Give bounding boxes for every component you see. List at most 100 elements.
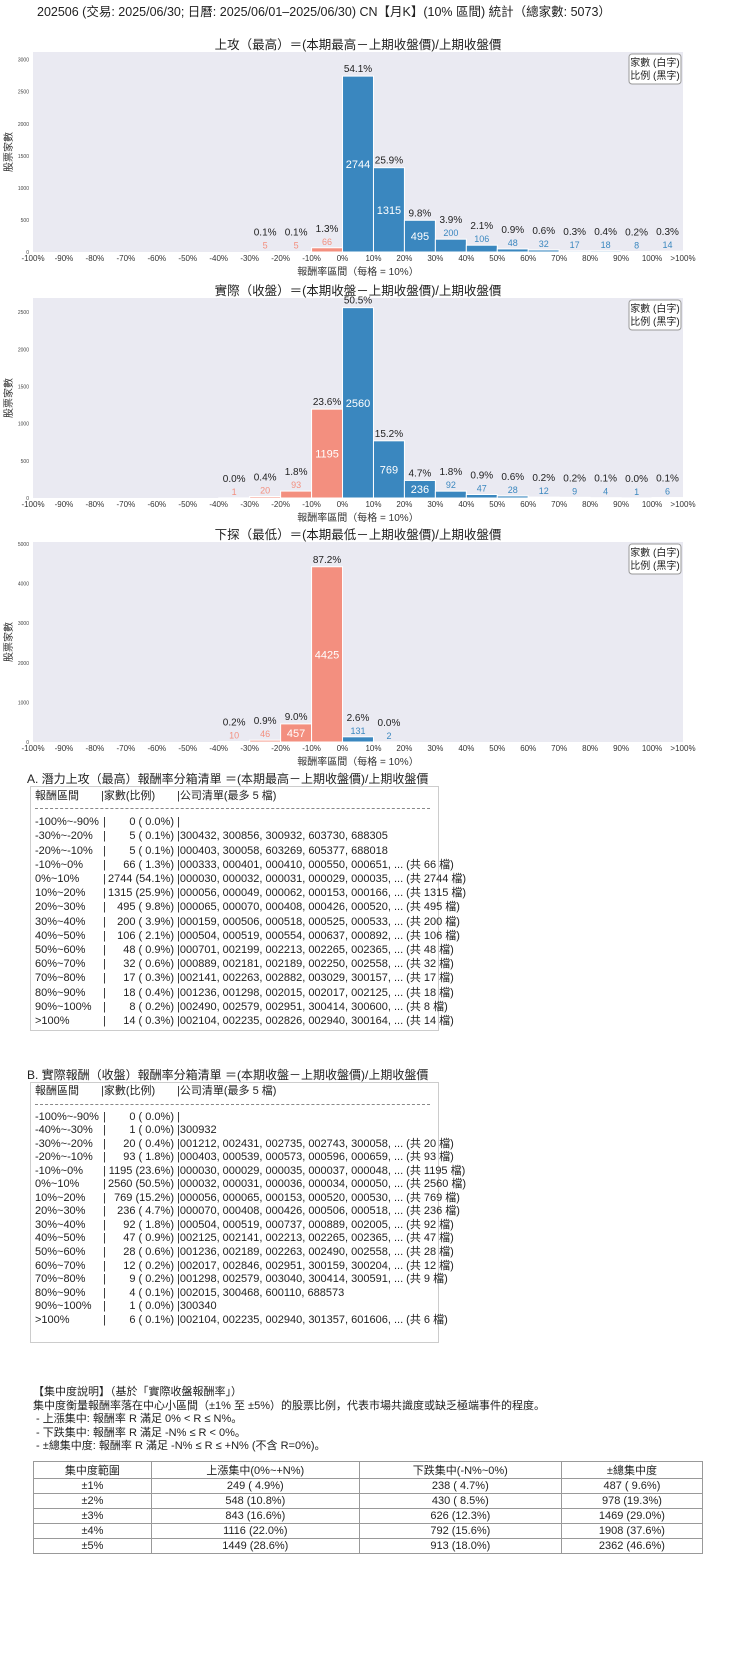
x-tick-label: 50% xyxy=(489,254,505,263)
bar-pct-label: 25.9% xyxy=(375,156,403,167)
header-cell: 上漲集中(0%~+N%) xyxy=(150,1461,360,1479)
x-tick-label: 0% xyxy=(337,744,349,753)
companies: 000701, 002199, 002213, 002265, 002365, … xyxy=(177,943,454,957)
table-cell: 792 (15.6%) xyxy=(358,1523,562,1539)
notes-line: - ±總集中度: 報酬率 R 滿足 -N% ≤ R ≤ +N% (不含 R=0%… xyxy=(33,1440,326,1452)
range: -30%~-20% xyxy=(35,1137,93,1150)
table-row: 80%~90% 18 ( 0.4%)001236, 001298, 002015,… xyxy=(35,986,454,1000)
bar xyxy=(620,250,653,253)
y-tick-label: 1000 xyxy=(18,700,29,706)
bar-count-label: 4425 xyxy=(315,649,339,661)
x-tick-label: 0% xyxy=(337,254,349,263)
bar-count-label: 769 xyxy=(380,464,398,476)
table-row: 70%~80% 9 ( 0.2%)001298, 002579, 003040, … xyxy=(35,1273,448,1287)
x-tick-label: -60% xyxy=(147,744,166,753)
count: 106 ( 2.1%) xyxy=(101,929,177,943)
companies: 001298, 002579, 003040, 300414, 300591, … xyxy=(177,1273,448,1287)
y-axis-label: 股票家數 xyxy=(2,378,15,418)
range: -20%~-10% xyxy=(35,1151,93,1164)
table-row: -100%~-90%0 ( 0.0%) xyxy=(35,1111,438,1125)
range: -30%~-20% xyxy=(35,830,93,843)
header-cell: 下跌集中(-N%~0%) xyxy=(358,1461,562,1479)
bar-count-label: 106 xyxy=(474,234,489,244)
range: 90%~100% xyxy=(35,1300,92,1313)
table-row: 50%~60% 28 ( 0.6%)001236, 002189, 002263,… xyxy=(35,1246,454,1260)
table-row: 70%~80% 17 ( 0.3%)002141, 002263, 002882,… xyxy=(35,971,454,985)
bar-pct-label: 0.2% xyxy=(223,718,246,729)
table-row: 50%~60% 48 ( 0.9%)000701, 002199, 002213,… xyxy=(35,943,454,957)
divider xyxy=(35,808,430,810)
companies: 000065, 000070, 000408, 000426, 000520, … xyxy=(177,900,460,914)
x-tick-label: 10% xyxy=(365,500,381,509)
companies: 002017, 002846, 002951, 300159, 300204, … xyxy=(177,1260,454,1274)
count: 28 ( 0.6%) xyxy=(101,1246,177,1260)
table-cell: 1469 (29.0%) xyxy=(560,1508,704,1524)
x-tick-label: -30% xyxy=(240,744,259,753)
bar-count-label: 457 xyxy=(287,728,305,740)
x-tick-label: 60% xyxy=(520,254,536,263)
concentration-notes: 【集中度說明】（基於「實際收盤報酬率」） 集中度衡量報酬率落在中心小區間（±1%… xyxy=(33,1386,545,1454)
bar-count-label: 6 xyxy=(665,487,670,497)
companies: 000030, 000029, 000035, 000037, 000048, … xyxy=(177,1165,465,1179)
table-cell: 626 (12.3%) xyxy=(358,1508,562,1524)
count: 14 ( 0.3%) xyxy=(101,1014,177,1028)
bar-pct-label: 0.1% xyxy=(594,474,617,485)
range: 40%~50% xyxy=(35,929,86,942)
table-row: -20%~-10% 5 ( 0.1%)000403, 300058, 603269… xyxy=(35,844,438,858)
plot-area xyxy=(33,542,683,742)
x-tick-label: 70% xyxy=(551,500,567,509)
table-row: 60%~70% 32 ( 0.6%)000889, 002181, 002189,… xyxy=(35,957,454,971)
x-axis-label: 報酬率區間（每格 = 10%） xyxy=(297,265,418,278)
companies: 002141, 002263, 002882, 003029, 300157, … xyxy=(177,971,454,985)
bar xyxy=(372,440,405,499)
table-row: -10%~0% 1195 (23.6%)000030, 000029, 00003… xyxy=(35,1165,465,1179)
companies: 300340 xyxy=(177,1300,217,1314)
table-row: 60%~70% 12 ( 0.2%)002017, 002846, 002951,… xyxy=(35,1260,454,1274)
bar xyxy=(403,219,436,253)
count: 0 ( 0.0%) xyxy=(101,815,177,829)
table-row: 40%~50% 47 ( 0.9%)002125, 002141, 002213,… xyxy=(35,1232,454,1246)
x-tick-label: -10% xyxy=(302,744,321,753)
x-tick-label: -40% xyxy=(209,500,228,509)
count: 200 ( 3.9%) xyxy=(101,915,177,929)
x-axis-label: 報酬率區間（每格 = 10%） xyxy=(297,511,418,524)
y-tick-label: 1500 xyxy=(18,154,29,160)
x-tick-label: 50% xyxy=(489,500,505,509)
table-row: ±1% 249 ( 4.9%) 238 ( 4.7%) 487 ( 9.6%) xyxy=(33,1478,704,1494)
y-tick-label: 0 xyxy=(26,250,29,256)
range: 40%~50% xyxy=(35,1232,86,1245)
bar-pct-label: 0.0% xyxy=(223,474,246,485)
count: 48 ( 0.9%) xyxy=(101,943,177,957)
bar xyxy=(527,249,560,253)
x-tick-label: 40% xyxy=(458,254,474,263)
bar xyxy=(403,479,436,499)
companies: 001212, 002431, 002735, 002743, 300058, … xyxy=(177,1138,454,1152)
y-tick-label: 1000 xyxy=(18,422,29,428)
x-tick-label: -100% xyxy=(21,744,44,753)
x-tick-label: 80% xyxy=(582,500,598,509)
companies: 300932 xyxy=(177,1124,217,1138)
bar-count-label: 92 xyxy=(446,480,456,490)
notes-line: 集中度衡量報酬率落在中心小區間（±1% 至 ±5%）的股票比例，代表市場共識度或… xyxy=(33,1399,545,1412)
x-tick-label: -90% xyxy=(55,254,74,263)
bar-count-label: 2744 xyxy=(346,159,370,171)
x-tick-label: 10% xyxy=(365,254,381,263)
bar-count-label: 5 xyxy=(294,241,299,251)
count: 47 ( 0.9%) xyxy=(101,1232,177,1246)
table-row: -40%~-30% 1 ( 0.0%)300932 xyxy=(35,1124,438,1138)
bar-count-label: 131 xyxy=(350,726,365,736)
x-tick-label: -70% xyxy=(117,254,136,263)
y-axis-label: 股票家數 xyxy=(2,622,15,662)
x-tick-label: 20% xyxy=(396,744,412,753)
bar-pct-label: 2.6% xyxy=(347,713,370,724)
range: 20%~30% xyxy=(35,1205,86,1218)
bar-pct-label: 1.8% xyxy=(439,467,462,478)
bar-count-label: 14 xyxy=(663,240,673,250)
range: 90%~100% xyxy=(35,1000,92,1013)
bar-count-label: 17 xyxy=(570,240,580,250)
count: 1315 (25.9%) xyxy=(101,886,177,900)
bar xyxy=(558,496,591,499)
bar xyxy=(311,566,344,743)
x-tick-label: 30% xyxy=(427,500,443,509)
bar-count-label: 5 xyxy=(263,241,268,251)
